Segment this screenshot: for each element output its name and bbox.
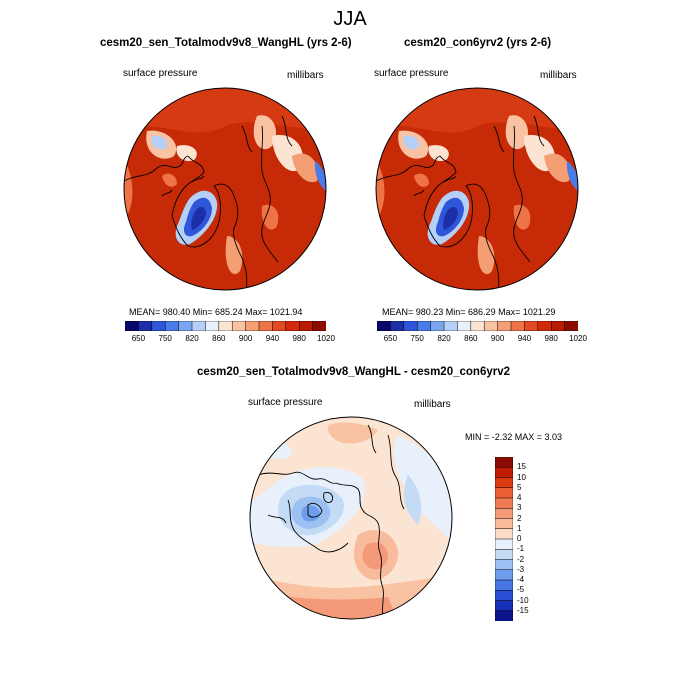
colorbar-box <box>416 321 432 331</box>
colorbar-box <box>457 321 472 331</box>
panel-3-title: cesm20_sen_Totalmodv9v8_WangHL - cesm20_… <box>197 366 510 378</box>
colorbar-box <box>205 321 220 331</box>
colorbar-box <box>272 321 287 331</box>
panel-2-polar-map <box>375 87 579 291</box>
colorbar-tick-label: 2 <box>517 513 522 523</box>
colorbar-box <box>510 321 525 331</box>
colorbar-box <box>524 321 539 331</box>
colorbar-tick-label: 860 <box>212 334 226 343</box>
colorbar-box <box>245 321 260 331</box>
colorbar-box <box>470 321 485 331</box>
colorbar-tick-label: 10 <box>517 472 526 482</box>
colorbar-tick-label: 750 <box>158 334 172 343</box>
colorbar-tick-label: 900 <box>238 334 253 343</box>
panel-2-variable-label: surface pressure <box>374 68 449 79</box>
colorbar-box <box>495 518 513 530</box>
colorbar-box <box>231 321 247 331</box>
colorbar-box <box>495 549 513 561</box>
colorbar-box <box>495 538 513 550</box>
colorbar-box <box>218 321 233 331</box>
colorbar-box <box>285 321 300 331</box>
colorbar-tick-label: 940 <box>517 334 532 343</box>
panel-1-colorbar <box>125 321 326 331</box>
colorbar-box <box>495 528 513 540</box>
panel-3-variable-label: surface pressure <box>248 397 323 408</box>
colorbar-tick-label: -15 <box>517 605 529 615</box>
colorbar-box <box>138 321 153 331</box>
panel-3-units-label: millibars <box>414 399 451 410</box>
colorbar-box <box>125 321 139 331</box>
panel-1-units-label: millibars <box>287 70 324 81</box>
colorbar-box <box>495 457 513 468</box>
colorbar-tick-label: 4 <box>517 493 522 502</box>
colorbar-tick-label: 940 <box>265 334 280 343</box>
colorbar-box <box>495 579 513 591</box>
colorbar-box <box>178 321 193 331</box>
colorbar-tick-label: 1 <box>517 523 522 533</box>
colorbar-tick-label: 5 <box>517 482 522 492</box>
colorbar-box <box>258 321 273 331</box>
colorbar-tick-label: 860 <box>464 334 478 343</box>
panel-2-title: cesm20_con6yrv2 (yrs 2-6) <box>404 37 552 49</box>
figure-title: JJA <box>333 8 367 30</box>
colorbar-box <box>483 321 499 331</box>
colorbar-tick-label: 1020 <box>317 334 335 343</box>
colorbar-box <box>495 590 513 602</box>
colorbar-box <box>164 321 180 331</box>
colorbar-box <box>537 321 552 331</box>
colorbar-tick-label: 980 <box>292 334 306 343</box>
colorbar-box <box>495 487 513 499</box>
colorbar-tick-label: 15 <box>517 462 526 472</box>
colorbar-tick-label: 650 <box>383 334 398 343</box>
panel-3-stats: MIN = -2.32 MAX = 3.03 <box>465 432 563 442</box>
panel-2-colorbar <box>377 321 578 331</box>
colorbar-tick-label: -5 <box>517 585 525 595</box>
panel-1-variable-label: surface pressure <box>123 68 198 79</box>
colorbar-tick-label: 980 <box>544 334 558 343</box>
colorbar-tick-label: -10 <box>517 595 529 605</box>
colorbar-box <box>495 559 513 571</box>
colorbar-box <box>495 508 513 520</box>
colorbar-box <box>312 321 326 331</box>
colorbar-box <box>403 321 418 331</box>
panel-2-stats: MEAN= 980.23 Min= 686.29 Max= 1021.29 <box>382 307 556 317</box>
colorbar-box <box>495 477 513 489</box>
panel-1-stats: MEAN= 980.40 Min= 685.24 Max= 1021.94 <box>129 307 303 317</box>
colorbar-box <box>377 321 391 331</box>
colorbar-box <box>495 569 513 581</box>
colorbar-box <box>550 321 566 331</box>
colorbar-tick-label: 0 <box>517 534 522 543</box>
panel-3-polar-map <box>249 416 453 620</box>
colorbar-box <box>495 600 513 612</box>
colorbar-box <box>495 610 513 621</box>
panel-2-units-label: millibars <box>540 70 577 81</box>
panel-1-title: cesm20_sen_Totalmodv9v8_WangHL (yrs 2-6) <box>100 37 352 49</box>
colorbar-box <box>564 321 578 331</box>
colorbar-tick-label: 3 <box>517 503 522 513</box>
colorbar-tick-label: -4 <box>517 575 525 584</box>
colorbar-box <box>430 321 445 331</box>
colorbar-box <box>390 321 405 331</box>
colorbar-tick-label: 820 <box>437 334 451 343</box>
colorbar-tick-label: 900 <box>490 334 505 343</box>
colorbar-box <box>191 321 206 331</box>
colorbar-box <box>495 467 513 479</box>
colorbar-box <box>151 321 166 331</box>
colorbar-box <box>298 321 314 331</box>
colorbar-box <box>495 497 513 509</box>
colorbar-tick-label: -3 <box>517 564 525 574</box>
colorbar-box <box>497 321 512 331</box>
colorbar-tick-label: 750 <box>410 334 424 343</box>
colorbar-tick-label: 1020 <box>569 334 587 343</box>
colorbar-tick-label: 650 <box>131 334 146 343</box>
colorbar-tick-label: 820 <box>185 334 199 343</box>
colorbar-tick-label: -1 <box>517 544 525 554</box>
panel-1-polar-map <box>123 87 327 291</box>
panel-3-colorbar <box>495 457 513 621</box>
colorbar-tick-label: -2 <box>517 554 525 564</box>
colorbar-box <box>443 321 458 331</box>
